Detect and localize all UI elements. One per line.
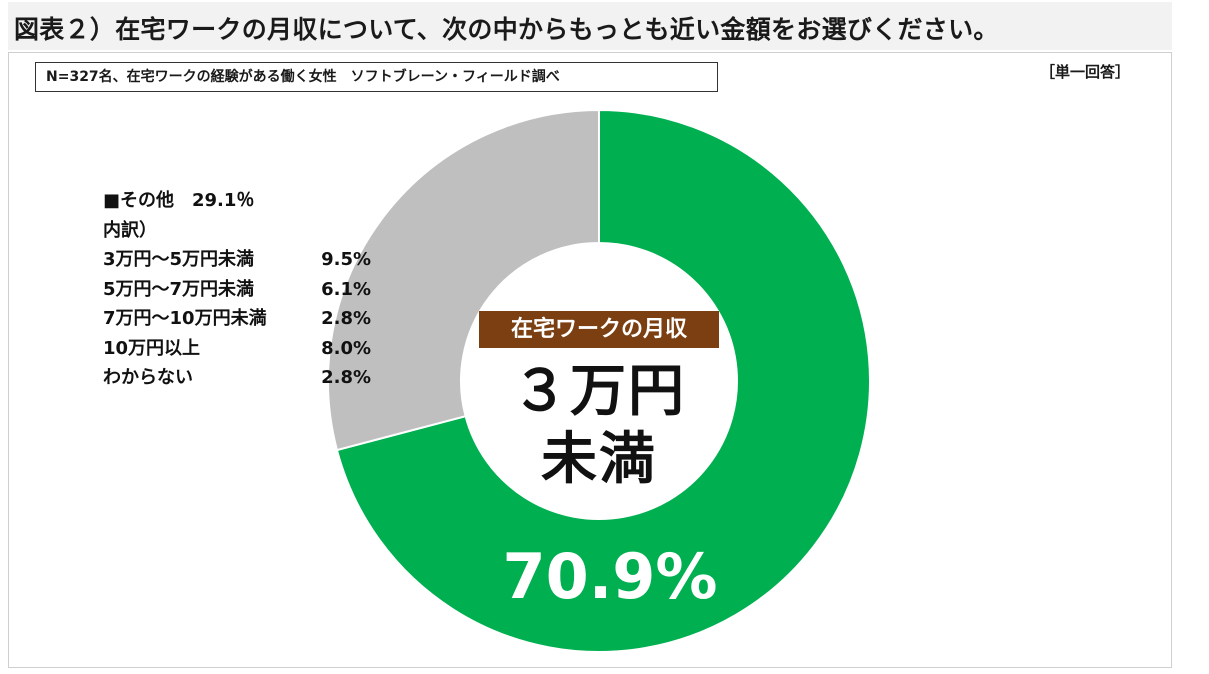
center-line-1: ３万円 — [512, 359, 686, 424]
breakdown-value: 2.8% — [321, 308, 371, 329]
breakdown-label: 10万円以上 — [103, 337, 201, 359]
survey-note: N=327名、在宅ワークの経験がある働く女性 ソフトブレーン・フィールド調べ — [35, 62, 718, 92]
breakdown-value: 8.0% — [321, 337, 371, 359]
breakdown-row: 7万円～10万円未満 2.8% — [103, 304, 371, 334]
title-bar — [8, 2, 1172, 50]
breakdown-row: わからない 2.8% — [103, 363, 371, 393]
breakdown-label: わからない — [103, 367, 193, 388]
breakdown-row: 10万円以上 8.0% — [103, 334, 371, 364]
main-slice-label: 70.9% — [502, 540, 718, 613]
breakdown-row: 5万円～7万円未満 6.1% — [103, 275, 371, 305]
center-tag: 在宅ワークの月収 — [479, 311, 719, 348]
breakdown-label: 7万円～10万円未満 — [103, 308, 267, 329]
breakdown-value: 9.5% — [321, 249, 371, 270]
donut-slice — [335, 108, 871, 653]
answer-type-label: ［単一回答］ — [1040, 63, 1131, 81]
donut-slice — [327, 108, 600, 452]
breakdown-heading: 内訳） — [103, 219, 157, 241]
chart-title: 図表２）在宅ワークの月収について、次の中からもっとも近い金額をお選びください。 — [14, 15, 999, 44]
center-label: ３万円 未満 — [468, 358, 730, 494]
center-line-2: 未満 — [541, 427, 657, 492]
other-breakdown: ■その他 29.1％ 内訳） 3万円～5万円未満 9.5% 5万円～7万円未満 … — [103, 186, 371, 393]
breakdown-row: 3万円～5万円未満 9.5% — [103, 245, 371, 275]
other-heading: ■その他 29.1％ — [103, 190, 255, 211]
breakdown-label: 3万円～5万円未満 — [103, 249, 255, 270]
breakdown-value: 2.8% — [321, 367, 371, 388]
breakdown-label: 5万円～7万円未満 — [103, 278, 255, 300]
breakdown-value: 6.1% — [321, 278, 371, 300]
